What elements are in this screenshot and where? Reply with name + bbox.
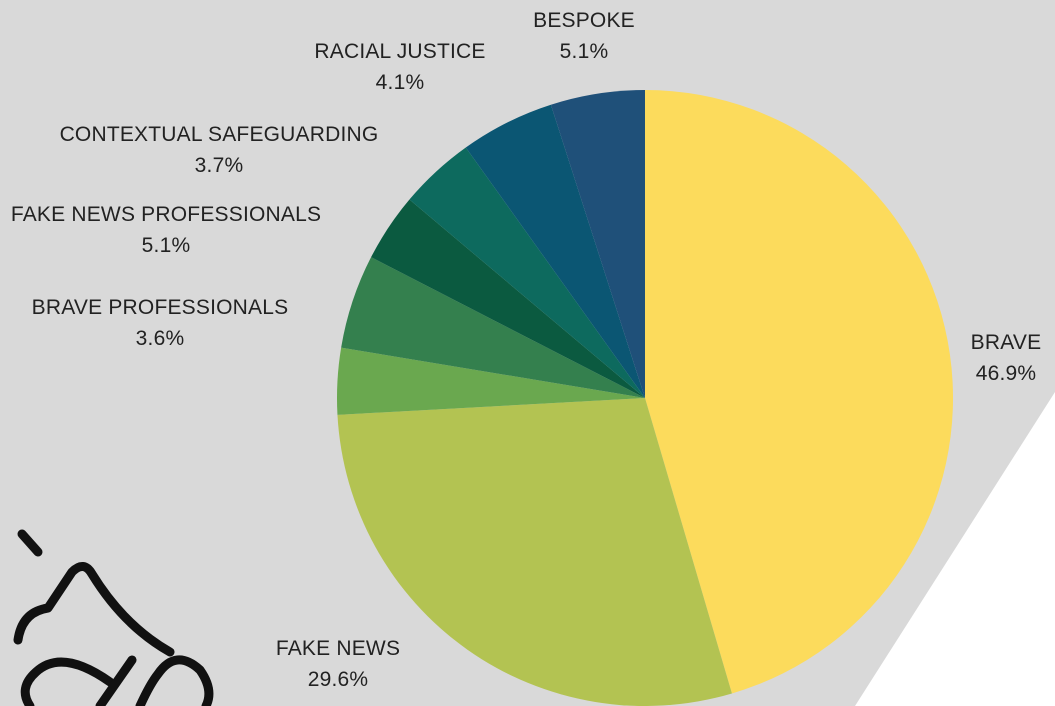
slice-label-brave-professionals: BRAVE PROFESSIONALS 3.6% — [31, 296, 289, 350]
slice-label-fake-news: FAKE NEWS 29.6% — [275, 637, 401, 691]
pie-slice-fake-news — [337, 398, 732, 706]
pie-slice-fake-news-professionals — [341, 257, 645, 398]
slice-label-brave: BRAVE 46.9% — [970, 331, 1042, 385]
slice-label-fake-news-professionals: FAKE NEWS PROFESSIONALS 5.1% — [10, 203, 322, 257]
pie-slice-brave-professionals — [336, 347, 645, 415]
pie-slice-contextual-safeguarding — [371, 199, 645, 398]
pie-chart — [336, 90, 954, 706]
slice-label-racial-justice: RACIAL JUSTICE 4.1% — [314, 40, 486, 94]
pie-slice-unlabeled-7 — [550, 90, 645, 398]
pie-slice-bespoke — [465, 104, 645, 398]
slice-label-contextual-safeguarding: CONTEXTUAL SAFEGUARDING 3.7% — [59, 123, 379, 177]
slice-label-bespoke: BESPOKE 5.1% — [533, 9, 635, 63]
pie-slice-racial-justice — [409, 147, 645, 398]
pie-slice-brave — [645, 90, 954, 694]
megaphone-icon — [13, 529, 214, 706]
